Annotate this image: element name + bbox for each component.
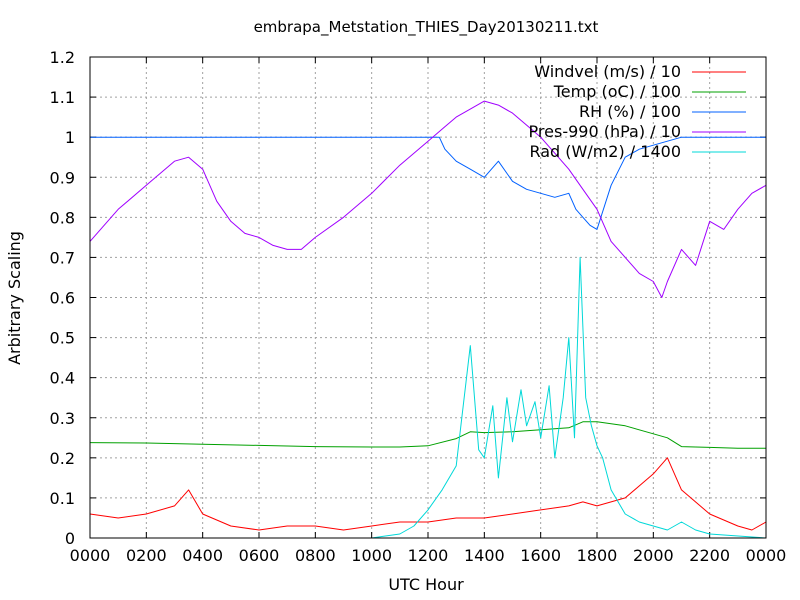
legend-label: Rad (W/m2) / 1400 [529,142,681,161]
x-tick-label: 1000 [351,546,392,565]
x-tick-label: 1800 [577,546,618,565]
y-tick-label: 0.7 [50,248,75,267]
series-line-1 [89,421,766,449]
y-tick-label: 0.6 [50,289,75,308]
x-tick-labels: 0000 0200 0400 0600 0800 1000 1200 1400 1600 1800… [70,546,787,565]
plot-frame [89,56,767,539]
x-tick-label: 0800 [295,546,336,565]
legend-label: Windvel (m/s) / 10 [534,62,681,81]
x-tick-label: 0600 [239,546,280,565]
x-tick-label: 0200 [126,546,167,565]
y-tick-labels: 0 0.1 0.2 0.3 0.4 0.5 0.6 0.7 0.8 0.9 1 1.1 1.2 [50,48,75,548]
y-tick-label: 0.5 [50,329,75,348]
x-tick-label: 0000 [70,546,111,565]
series-line-4 [90,256,767,539]
y-tick-label: 0.4 [50,369,75,388]
x-tick-label: 2200 [689,546,730,565]
y-tick-label: 0.2 [50,449,75,468]
chart-title: embrapa_Metstation_THIES_Day20130211.txt [254,18,599,37]
y-axis-label: Arbitrary Scaling [5,231,24,365]
y-tick-label: 1.2 [50,48,75,67]
y-tick-label: 0.9 [50,168,75,187]
y-tick-label: 0 [65,529,75,548]
x-tick-label: 0400 [182,546,223,565]
x-tick-label: 1600 [520,546,561,565]
y-tick-label: 0.8 [50,208,75,227]
x-tick-label: 2000 [633,546,674,565]
legend-label: RH (%) / 100 [579,102,681,121]
x-axis-label: UTC Hour [388,575,464,594]
y-tick-label: 1 [65,128,75,147]
legend-label: Pres-990 (hPa) / 10 [529,122,681,141]
series-line-0 [89,457,767,531]
series-line-2 [90,136,766,230]
x-tick-label: 0000 [746,546,787,565]
plot-series [89,100,767,539]
x-tick-label: 1200 [408,546,449,565]
y-tick-label: 0.3 [50,409,75,428]
legend-label: Temp (oC) / 100 [553,82,681,101]
y-tick-label: 1.1 [50,88,75,107]
y-tick-label: 0.1 [50,489,75,508]
x-tick-label: 1400 [464,546,505,565]
series-line-3 [89,100,767,298]
